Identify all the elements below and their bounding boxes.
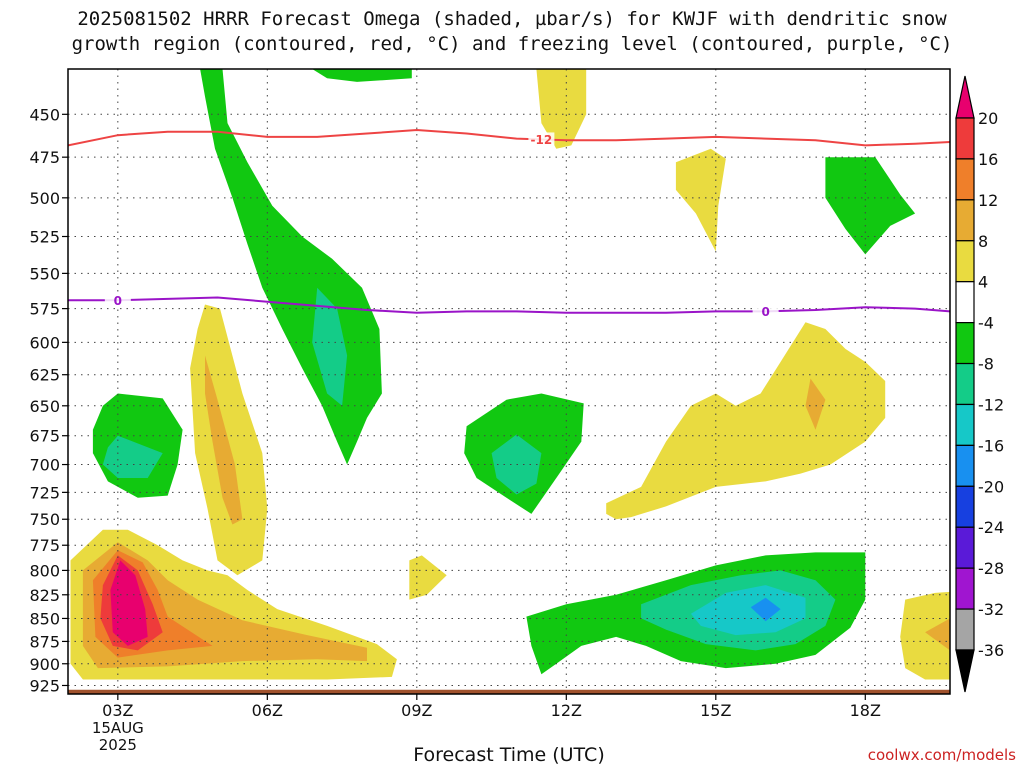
region-sink-09z-small (409, 555, 447, 600)
xtick-label-18: 18Z (850, 701, 881, 720)
colorbar-box-2 (955, 199, 975, 242)
contour-label-dendritic-0: -12 (531, 133, 553, 147)
region-sink-05z-band (190, 304, 268, 576)
chart-title-line2: growth region (contoured, red, °C) and f… (71, 33, 953, 55)
site-credit: coolwx.com/models (867, 746, 1016, 764)
ytick-label-925: 925 (29, 676, 60, 695)
ytick-label-675: 675 (29, 427, 60, 446)
ytick-label-800: 800 (29, 561, 60, 580)
region-lift-15z-16 (750, 597, 781, 622)
axis-ticks: 450 475 500 525 550 575 600 625 650 675 700 725 750 7… (29, 105, 881, 754)
region-sink-16z-mid (606, 322, 886, 520)
region-sink-19z-lower-core (925, 618, 950, 651)
ytick-label-825: 825 (29, 586, 60, 605)
xtick-label-15: 15Z (700, 701, 731, 720)
region-sink-15z-upper (675, 148, 726, 252)
region-lift-18z-upper (825, 157, 916, 255)
ytick-label-850: 850 (29, 609, 60, 628)
xtick-sub1-3: 15AUG (92, 719, 144, 737)
colorbar-label-9: -20 (978, 477, 1004, 496)
ytick-label-875: 875 (29, 632, 60, 651)
ytick-label-775: 775 (29, 536, 60, 555)
contour-lines: -12 0 0 (68, 128, 950, 319)
ytick-label-600: 600 (29, 333, 60, 352)
grid-lines (68, 69, 950, 694)
ytick-label-500: 500 (29, 189, 60, 208)
chart-title-line1: 2025081502 HRRR Forecast Omega (shaded, … (77, 8, 947, 30)
colorbar-label-2: 12 (978, 191, 998, 210)
region-sink-19z-lower (900, 591, 950, 680)
colorbar-box-0 (955, 117, 975, 160)
colorbar-label-1: 16 (978, 150, 998, 169)
colorbar-box-9 (955, 485, 975, 528)
colorbar-box-1 (955, 158, 975, 201)
ytick-label-900: 900 (29, 655, 60, 674)
region-top-sink-12z (536, 69, 587, 149)
contour-freezing (68, 296, 950, 314)
colorbar-label-6: -8 (978, 355, 994, 374)
ytick-label-525: 525 (29, 228, 60, 247)
colorbar-box-10 (955, 526, 975, 569)
xtick-sub2-3: 2025 (99, 736, 137, 754)
colorbar-label-7: -12 (978, 395, 1004, 414)
colorbar-label-10: -24 (978, 518, 1004, 537)
colorbar-box-11 (955, 567, 975, 610)
colorbar: 20 16 12 8 4 -4 -8 -12 -16 -20 -24 -28 -32 -36 (955, 75, 1004, 693)
xtick-label-6: 06Z (252, 701, 283, 720)
region-upper-lift-core (312, 287, 348, 406)
contour-label-bg-dendritic-0 (528, 132, 555, 147)
colorbar-box-7 (955, 403, 975, 446)
colorbar-box-12 (955, 608, 975, 651)
plot-frame (67, 68, 951, 695)
region-sink-03z-20 (110, 560, 148, 646)
colorbar-bottom-arrow (955, 649, 975, 693)
contour-label-bg-freezing-0 (104, 293, 131, 308)
region-top-lift-sliver (312, 69, 412, 82)
ytick-label-475: 475 (29, 148, 60, 167)
contour-label-freezing-1: 0 (761, 305, 769, 319)
colorbar-label-11: -28 (978, 559, 1004, 578)
xtick-label-3: 03Z (102, 701, 133, 720)
colorbar-label-3: 8 (978, 232, 988, 251)
colorbar-label-0: 20 (978, 109, 998, 128)
ytick-label-550: 550 (29, 264, 60, 283)
ytick-label-450: 450 (29, 105, 60, 124)
xtick-label-12: 12Z (551, 701, 582, 720)
ytick-label-700: 700 (29, 456, 60, 475)
colorbar-box-8 (955, 444, 975, 487)
xtick-label-9: 09Z (401, 701, 432, 720)
ytick-label-750: 750 (29, 510, 60, 529)
colorbar-label-8: -16 (978, 436, 1004, 455)
contour-dendritic (68, 128, 950, 147)
region-ground (68, 689, 950, 694)
colorbar-label-13: -36 (978, 641, 1004, 660)
colorbar-label-12: -32 (978, 600, 1004, 619)
ytick-label-725: 725 (29, 483, 60, 502)
colorbar-label-5: -4 (978, 314, 994, 333)
region-lift-15z-12 (690, 585, 806, 636)
region-sink-05z-core (205, 355, 243, 525)
ytick-label-650: 650 (29, 397, 60, 416)
x-axis-label: Forecast Time (UTC) (413, 744, 605, 766)
colorbar-box-3 (955, 240, 975, 283)
colorbar-box-4 (955, 281, 975, 324)
colorbar-label-4: 4 (978, 273, 988, 292)
ytick-label-625: 625 (29, 366, 60, 385)
colorbar-top-arrow (955, 75, 975, 119)
region-sink-17z-core (805, 378, 826, 430)
contour-label-bg-freezing-1 (752, 304, 779, 319)
contour-label-freezing-0: 0 (114, 294, 122, 308)
shaded-regions (68, 69, 950, 694)
colorbar-box-6 (955, 362, 975, 406)
colorbar-box-5 (955, 322, 975, 365)
ytick-label-575: 575 (29, 300, 60, 319)
